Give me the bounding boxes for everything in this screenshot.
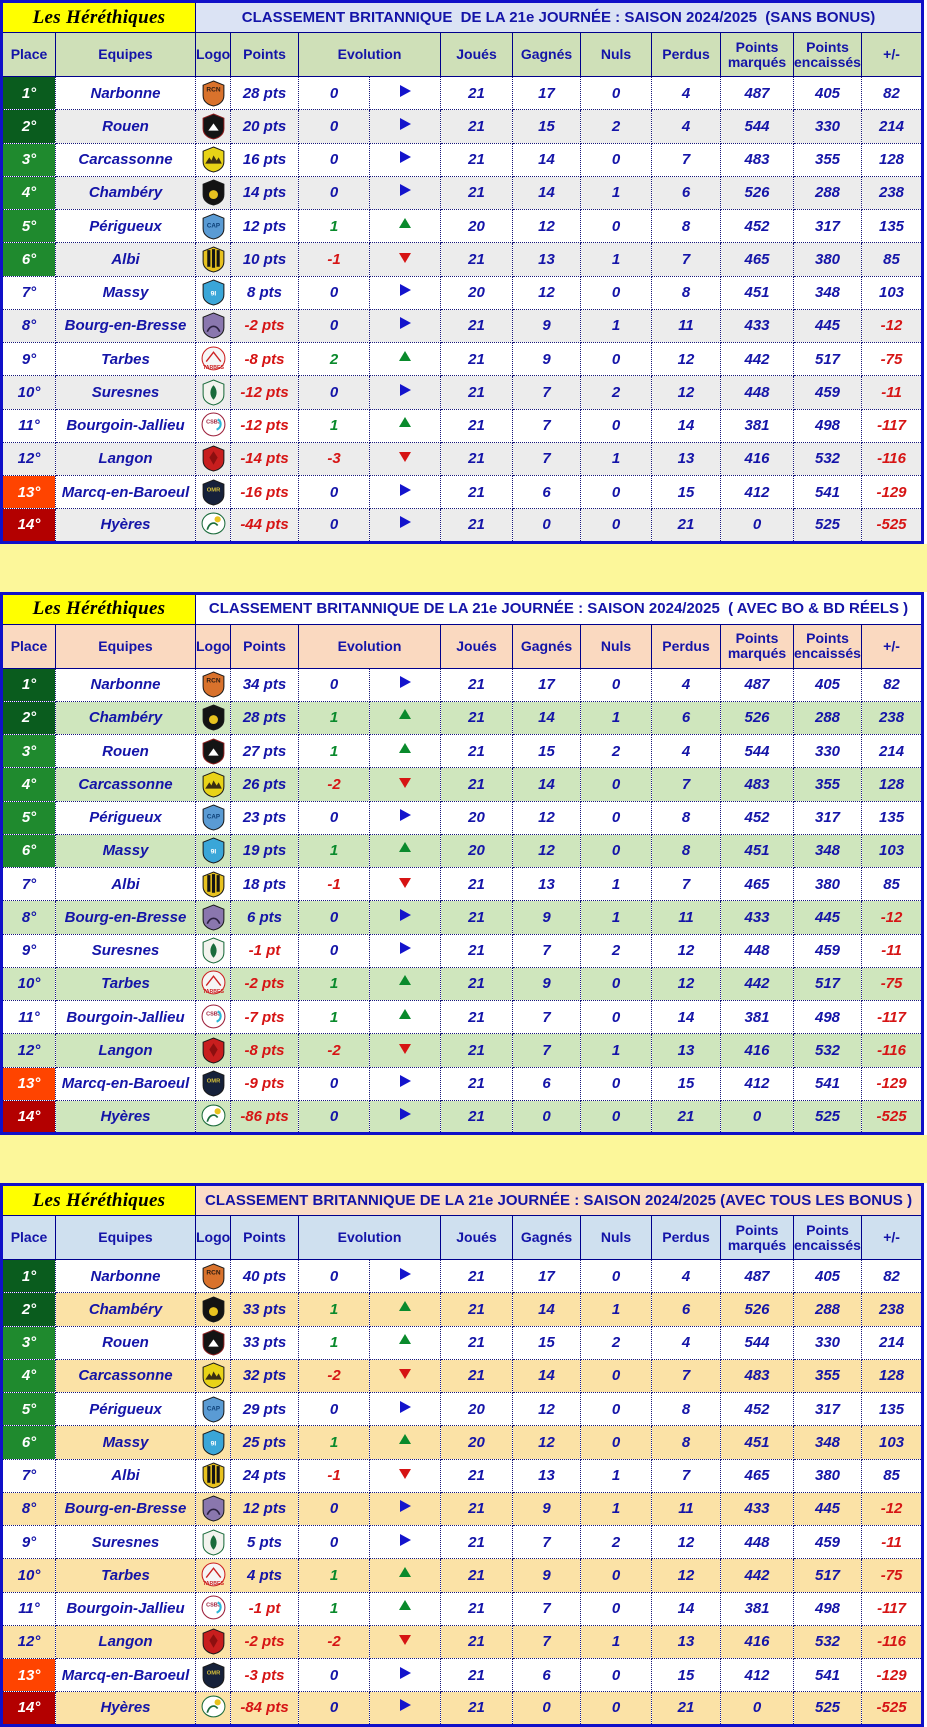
- svg-text:TARBES: TARBES: [203, 989, 224, 995]
- svg-text:9I: 9I: [210, 1440, 216, 1447]
- svg-text:TARBES: TARBES: [203, 364, 224, 370]
- svg-text:OMR: OMR: [206, 487, 220, 493]
- svg-text:TARBES: TARBES: [203, 1581, 224, 1587]
- svg-text:9I: 9I: [210, 849, 216, 856]
- svg-text:RCN: RCN: [206, 678, 220, 685]
- svg-text:RCN: RCN: [206, 1269, 220, 1276]
- svg-text:CAP: CAP: [206, 1405, 219, 1412]
- svg-text:RCN: RCN: [206, 86, 220, 93]
- svg-text:9I: 9I: [210, 291, 216, 298]
- svg-text:OMR: OMR: [206, 1079, 220, 1085]
- svg-text:CAP: CAP: [206, 814, 219, 821]
- svg-text:CAP: CAP: [206, 222, 219, 229]
- svg-text:OMR: OMR: [206, 1670, 220, 1676]
